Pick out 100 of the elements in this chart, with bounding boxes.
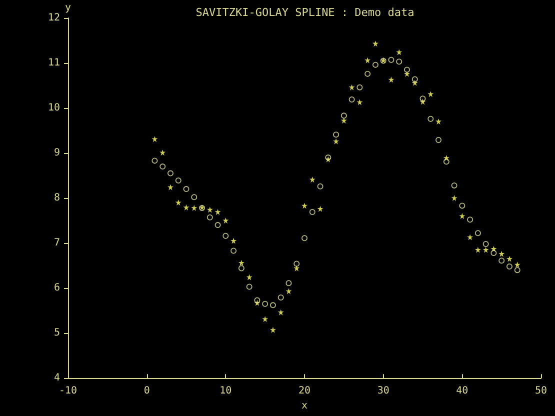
y-tick-label: 4 [54,372,60,384]
point [270,326,276,333]
point [356,99,363,106]
point [459,213,466,220]
point [340,112,347,119]
point [246,274,252,280]
point [238,265,244,272]
point [230,248,237,254]
point [388,76,394,83]
x-tick-label: 30 [377,386,390,397]
point [286,288,292,294]
point [238,260,244,266]
point [317,206,324,212]
point [420,96,426,102]
point [364,70,371,77]
point [404,70,410,77]
point [356,84,363,90]
y-axis-title: y [64,2,72,14]
chart-title: SAVITZKI-GOLAY SPLINE : Demo data [196,6,414,19]
x-tick-label: 20 [298,386,311,397]
point [222,232,229,239]
point [214,209,221,216]
point [309,176,316,183]
x-tick-label: 50 [534,386,548,397]
point [206,214,213,220]
point [451,182,458,188]
point [254,297,260,304]
point [152,158,158,164]
point [160,150,166,156]
point [340,118,347,124]
point [451,195,458,202]
y-tick-label: 6 [54,282,60,294]
point [152,136,158,142]
point [160,164,166,170]
point [474,230,481,236]
x-tick-label: 40 [456,386,468,397]
point [246,284,252,290]
y-tick-label: 5 [54,328,60,339]
point [191,194,198,200]
point [474,246,481,253]
y-tick-label: 10 [48,102,60,114]
point [333,132,340,138]
point [262,300,268,307]
point [286,280,292,286]
y-tick-label: 11 [48,58,60,69]
y-tick-label: 8 [54,192,60,204]
point [412,76,418,82]
point [482,240,489,247]
point [506,263,512,270]
point [412,80,418,86]
y-tick-label: 7 [54,238,60,249]
point [388,56,394,63]
point [364,57,371,64]
point [262,316,268,322]
point [302,235,308,242]
point [498,250,505,257]
y-tick-label: 9 [54,148,60,159]
point [183,186,190,192]
point [490,250,497,256]
point [175,177,182,184]
point [372,40,378,47]
point [333,138,340,144]
point [183,204,190,211]
point [514,262,520,268]
x-tick-label: 10 [220,386,232,397]
point [278,294,284,301]
point [498,258,505,264]
x-tick-label: -10 [58,386,78,397]
point [514,267,520,274]
point [294,265,300,272]
point [436,136,442,143]
point [428,116,434,122]
point [167,184,174,190]
point [214,222,221,228]
point [348,96,355,102]
point [206,206,213,213]
point [396,58,402,65]
point [167,170,174,176]
point [175,200,182,206]
x-axis-title: x [301,400,308,412]
point [396,49,402,56]
point [506,256,512,262]
point [467,234,474,240]
point [348,84,355,90]
point [278,309,284,316]
point [230,238,237,244]
point [459,202,466,209]
point [309,209,316,216]
point [372,62,378,68]
point [302,202,308,209]
point [191,204,198,211]
point [270,302,276,308]
point [482,246,489,253]
point [404,66,410,73]
point [436,118,442,125]
point [428,91,434,98]
point [467,216,474,223]
point [222,218,229,224]
point [294,260,300,267]
x-tick-label: 0 [144,386,150,397]
